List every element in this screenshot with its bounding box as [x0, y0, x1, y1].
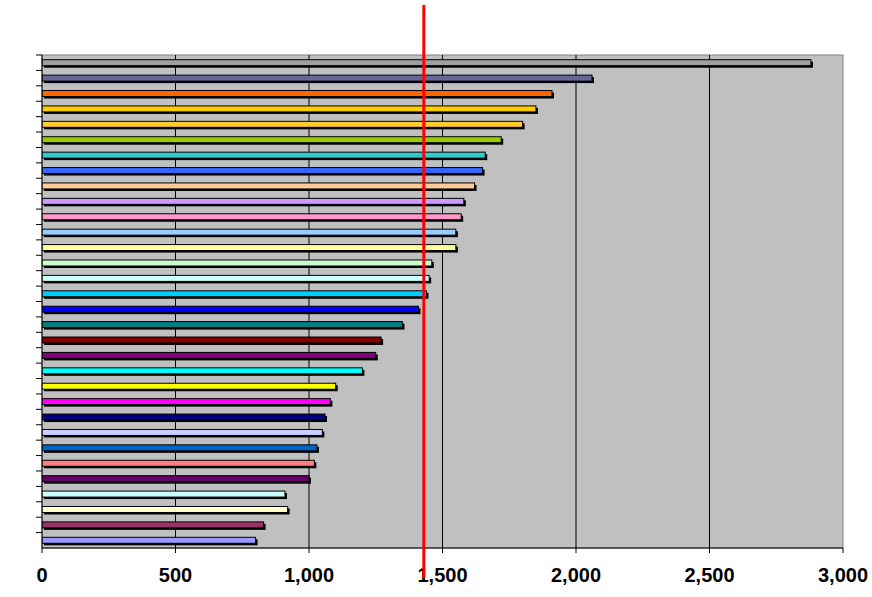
category-tick	[36, 286, 42, 287]
category-tick	[36, 239, 42, 240]
bar	[42, 399, 330, 405]
category-tick	[36, 424, 42, 425]
category-tick	[36, 255, 42, 256]
tick-mark	[442, 548, 443, 553]
tick-label: 1,000	[284, 564, 334, 586]
category-tick	[36, 147, 42, 148]
bar	[42, 306, 418, 312]
bar	[42, 537, 256, 543]
bar	[42, 275, 429, 281]
grid-line	[576, 55, 577, 548]
bar	[42, 137, 501, 143]
category-tick	[36, 224, 42, 225]
tick-mark	[309, 548, 310, 553]
y-axis	[42, 55, 43, 548]
bar	[42, 60, 811, 66]
category-tick	[36, 55, 42, 56]
chart: 05001,0001,5002,0002,5003,000	[0, 0, 872, 597]
category-tick	[36, 209, 42, 210]
reference-line	[422, 5, 425, 578]
category-tick	[36, 486, 42, 487]
bar	[42, 506, 288, 512]
bar	[42, 368, 362, 374]
bar	[42, 260, 432, 266]
category-tick	[36, 178, 42, 179]
bar	[42, 183, 475, 189]
category-tick	[36, 470, 42, 471]
category-tick	[36, 132, 42, 133]
x-axis	[42, 548, 843, 549]
category-tick	[36, 409, 42, 410]
category-tick	[36, 440, 42, 441]
bar	[42, 198, 464, 204]
category-tick	[36, 270, 42, 271]
bar	[42, 106, 536, 112]
bar	[42, 152, 485, 158]
bar	[42, 168, 483, 174]
bar	[42, 322, 402, 328]
tick-label: 3,000	[818, 564, 868, 586]
category-tick	[36, 501, 42, 502]
tick-label: 0	[36, 564, 47, 586]
bar	[42, 245, 456, 251]
bar	[42, 75, 592, 81]
category-tick	[36, 162, 42, 163]
category-tick	[36, 316, 42, 317]
bar	[42, 476, 309, 482]
category-tick	[36, 116, 42, 117]
bar	[42, 229, 456, 235]
tick-mark	[576, 548, 577, 553]
tick-mark	[709, 548, 710, 553]
tick-mark	[175, 548, 176, 553]
category-tick	[36, 363, 42, 364]
tick-label: 2,500	[684, 564, 734, 586]
category-tick	[36, 455, 42, 456]
bar	[42, 522, 264, 528]
tick-mark	[843, 548, 844, 553]
category-tick	[36, 301, 42, 302]
category-tick	[36, 517, 42, 518]
category-tick	[36, 378, 42, 379]
category-tick	[36, 332, 42, 333]
bar	[42, 291, 426, 297]
category-tick	[36, 101, 42, 102]
bar	[42, 445, 317, 451]
bar	[42, 414, 325, 420]
category-tick	[36, 393, 42, 394]
bars	[42, 60, 813, 546]
bar	[42, 383, 336, 389]
bar	[42, 491, 285, 497]
category-tick	[36, 193, 42, 194]
tick-label: 2,000	[551, 564, 601, 586]
category-tick	[36, 85, 42, 86]
bar	[42, 460, 314, 466]
tick-label: 500	[159, 564, 192, 586]
bar	[42, 337, 381, 343]
tick-mark	[42, 548, 43, 553]
category-tick	[36, 70, 42, 71]
category-tick	[36, 347, 42, 348]
bar	[42, 429, 322, 435]
category-tick	[36, 532, 42, 533]
bar	[42, 91, 552, 97]
grid-line	[709, 55, 710, 548]
bar	[42, 121, 523, 127]
bar	[42, 214, 461, 220]
bar	[42, 352, 376, 358]
plot-area	[42, 55, 843, 548]
